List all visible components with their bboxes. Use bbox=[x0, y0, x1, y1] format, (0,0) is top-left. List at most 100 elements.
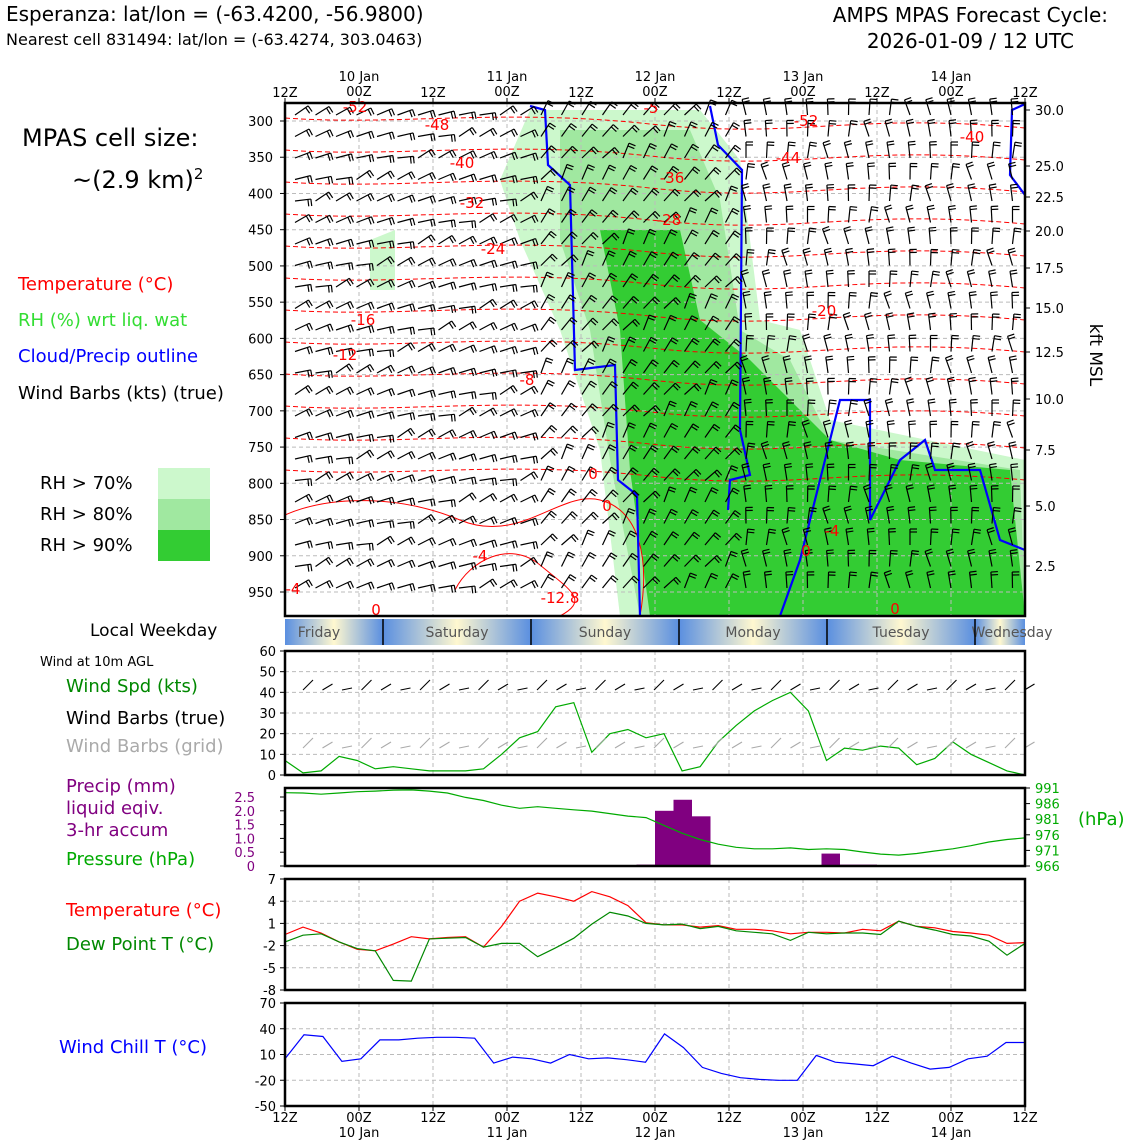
wind-barb-233 bbox=[499, 175, 518, 184]
wind10-barb-grid-35 bbox=[985, 745, 996, 749]
barb-feather bbox=[453, 585, 457, 593]
barb-feather bbox=[1007, 422, 1015, 426]
barb-staff bbox=[725, 510, 736, 524]
barb-feather bbox=[674, 103, 681, 109]
barb-feather bbox=[765, 484, 773, 487]
barb-feather bbox=[570, 342, 577, 348]
barb-feather bbox=[989, 377, 998, 380]
wind-barb-385 bbox=[622, 467, 639, 481]
barb-feather bbox=[310, 284, 313, 292]
barb-feather bbox=[631, 298, 638, 304]
barb-staff bbox=[847, 378, 850, 395]
wind-barb-275 bbox=[520, 579, 539, 589]
barb-feather bbox=[510, 580, 516, 588]
cell-size-line2: ~(2.9 km)2 bbox=[22, 156, 203, 198]
barb-feather bbox=[865, 505, 873, 509]
barb-feather bbox=[1006, 419, 1014, 424]
barb-feather bbox=[327, 519, 331, 527]
barb-feather bbox=[371, 263, 374, 271]
wind-barb-429 bbox=[663, 422, 679, 438]
barb-feather bbox=[747, 445, 755, 448]
barb-feather bbox=[672, 251, 679, 257]
barb-staff bbox=[909, 271, 913, 288]
barb-feather bbox=[432, 304, 436, 312]
barb-feather bbox=[949, 398, 957, 401]
barb-feather bbox=[764, 294, 772, 297]
barb-staff bbox=[417, 218, 434, 224]
barb-feather bbox=[947, 185, 955, 190]
barb-feather bbox=[715, 446, 722, 453]
barb-feather bbox=[450, 111, 454, 119]
wind-barb-787 bbox=[990, 205, 999, 223]
temp-panel-ytick-label-4: 4 bbox=[268, 895, 276, 910]
wind-barb-614 bbox=[824, 441, 833, 460]
barb-staff bbox=[315, 129, 331, 138]
wind-barb-629 bbox=[847, 270, 855, 288]
barb-feather bbox=[691, 400, 698, 406]
barb-feather bbox=[549, 402, 557, 408]
wind-barb-67 bbox=[335, 557, 354, 568]
wind-barb-548 bbox=[765, 506, 775, 524]
wind-barb-78 bbox=[356, 301, 375, 311]
wind-barb-740 bbox=[946, 183, 955, 202]
wind-barb-790 bbox=[988, 269, 997, 288]
barb-staff bbox=[868, 206, 873, 223]
barb-feather bbox=[470, 431, 475, 439]
barb-feather bbox=[783, 358, 791, 361]
barb-feather bbox=[695, 189, 702, 196]
wind-barb-521 bbox=[745, 420, 754, 438]
cs-ytick-label-8: 700 bbox=[248, 405, 273, 420]
barb-feather bbox=[366, 451, 372, 458]
barb-feather bbox=[589, 405, 597, 412]
barb-staff bbox=[945, 271, 952, 288]
barb-staff bbox=[540, 425, 552, 438]
wind-barb-491 bbox=[725, 276, 743, 288]
wind-barb-791 bbox=[990, 291, 998, 309]
barb-feather bbox=[866, 334, 874, 337]
barb-staff bbox=[724, 316, 735, 331]
wind-barb-472 bbox=[704, 361, 722, 374]
barb-staff bbox=[581, 358, 590, 374]
barb-feather bbox=[412, 521, 415, 529]
barb-staff bbox=[376, 170, 391, 181]
wind-barb-195 bbox=[458, 344, 478, 353]
barb-feather bbox=[870, 380, 878, 383]
barb-feather bbox=[1014, 227, 1022, 230]
barb-feather bbox=[711, 232, 719, 238]
barb-feather bbox=[450, 282, 454, 290]
barb-feather bbox=[410, 256, 416, 264]
barb-staff bbox=[376, 364, 392, 374]
barb-feather bbox=[350, 324, 354, 332]
barb-feather bbox=[803, 441, 811, 444]
barb-staff bbox=[294, 385, 309, 395]
barb-feather bbox=[305, 107, 311, 114]
barb-feather bbox=[348, 363, 354, 370]
wind-barb-617 bbox=[822, 505, 831, 524]
wind-barb-372 bbox=[622, 187, 639, 202]
barb-feather bbox=[925, 97, 933, 101]
wind-barb-214 bbox=[479, 259, 498, 269]
barb-feather bbox=[514, 517, 519, 525]
barb-feather bbox=[570, 402, 578, 408]
wind-barb-14 bbox=[294, 408, 313, 417]
barb-feather bbox=[369, 278, 375, 286]
barb-staff bbox=[376, 387, 393, 396]
wind10-barb-true-7 bbox=[439, 683, 450, 691]
barb-feather bbox=[433, 219, 436, 227]
wind-barb-356 bbox=[601, 336, 616, 352]
barb-feather bbox=[490, 129, 495, 137]
wind-barb-329 bbox=[581, 250, 595, 266]
barb-staff bbox=[622, 508, 630, 524]
wind-barb-54 bbox=[335, 277, 354, 288]
wind-barb-421 bbox=[663, 251, 679, 266]
wind10-barb-grid-3 bbox=[361, 737, 372, 749]
barb-feather bbox=[864, 312, 872, 316]
barb-feather bbox=[864, 121, 872, 125]
wind-barb-412 bbox=[643, 553, 660, 567]
barb-staff bbox=[704, 338, 716, 352]
barb-staff bbox=[663, 229, 672, 245]
wind-barb-359 bbox=[602, 403, 619, 417]
barb-feather bbox=[713, 448, 720, 455]
barb-feather bbox=[711, 512, 719, 517]
wind10-barb-grid-19 bbox=[673, 741, 684, 749]
